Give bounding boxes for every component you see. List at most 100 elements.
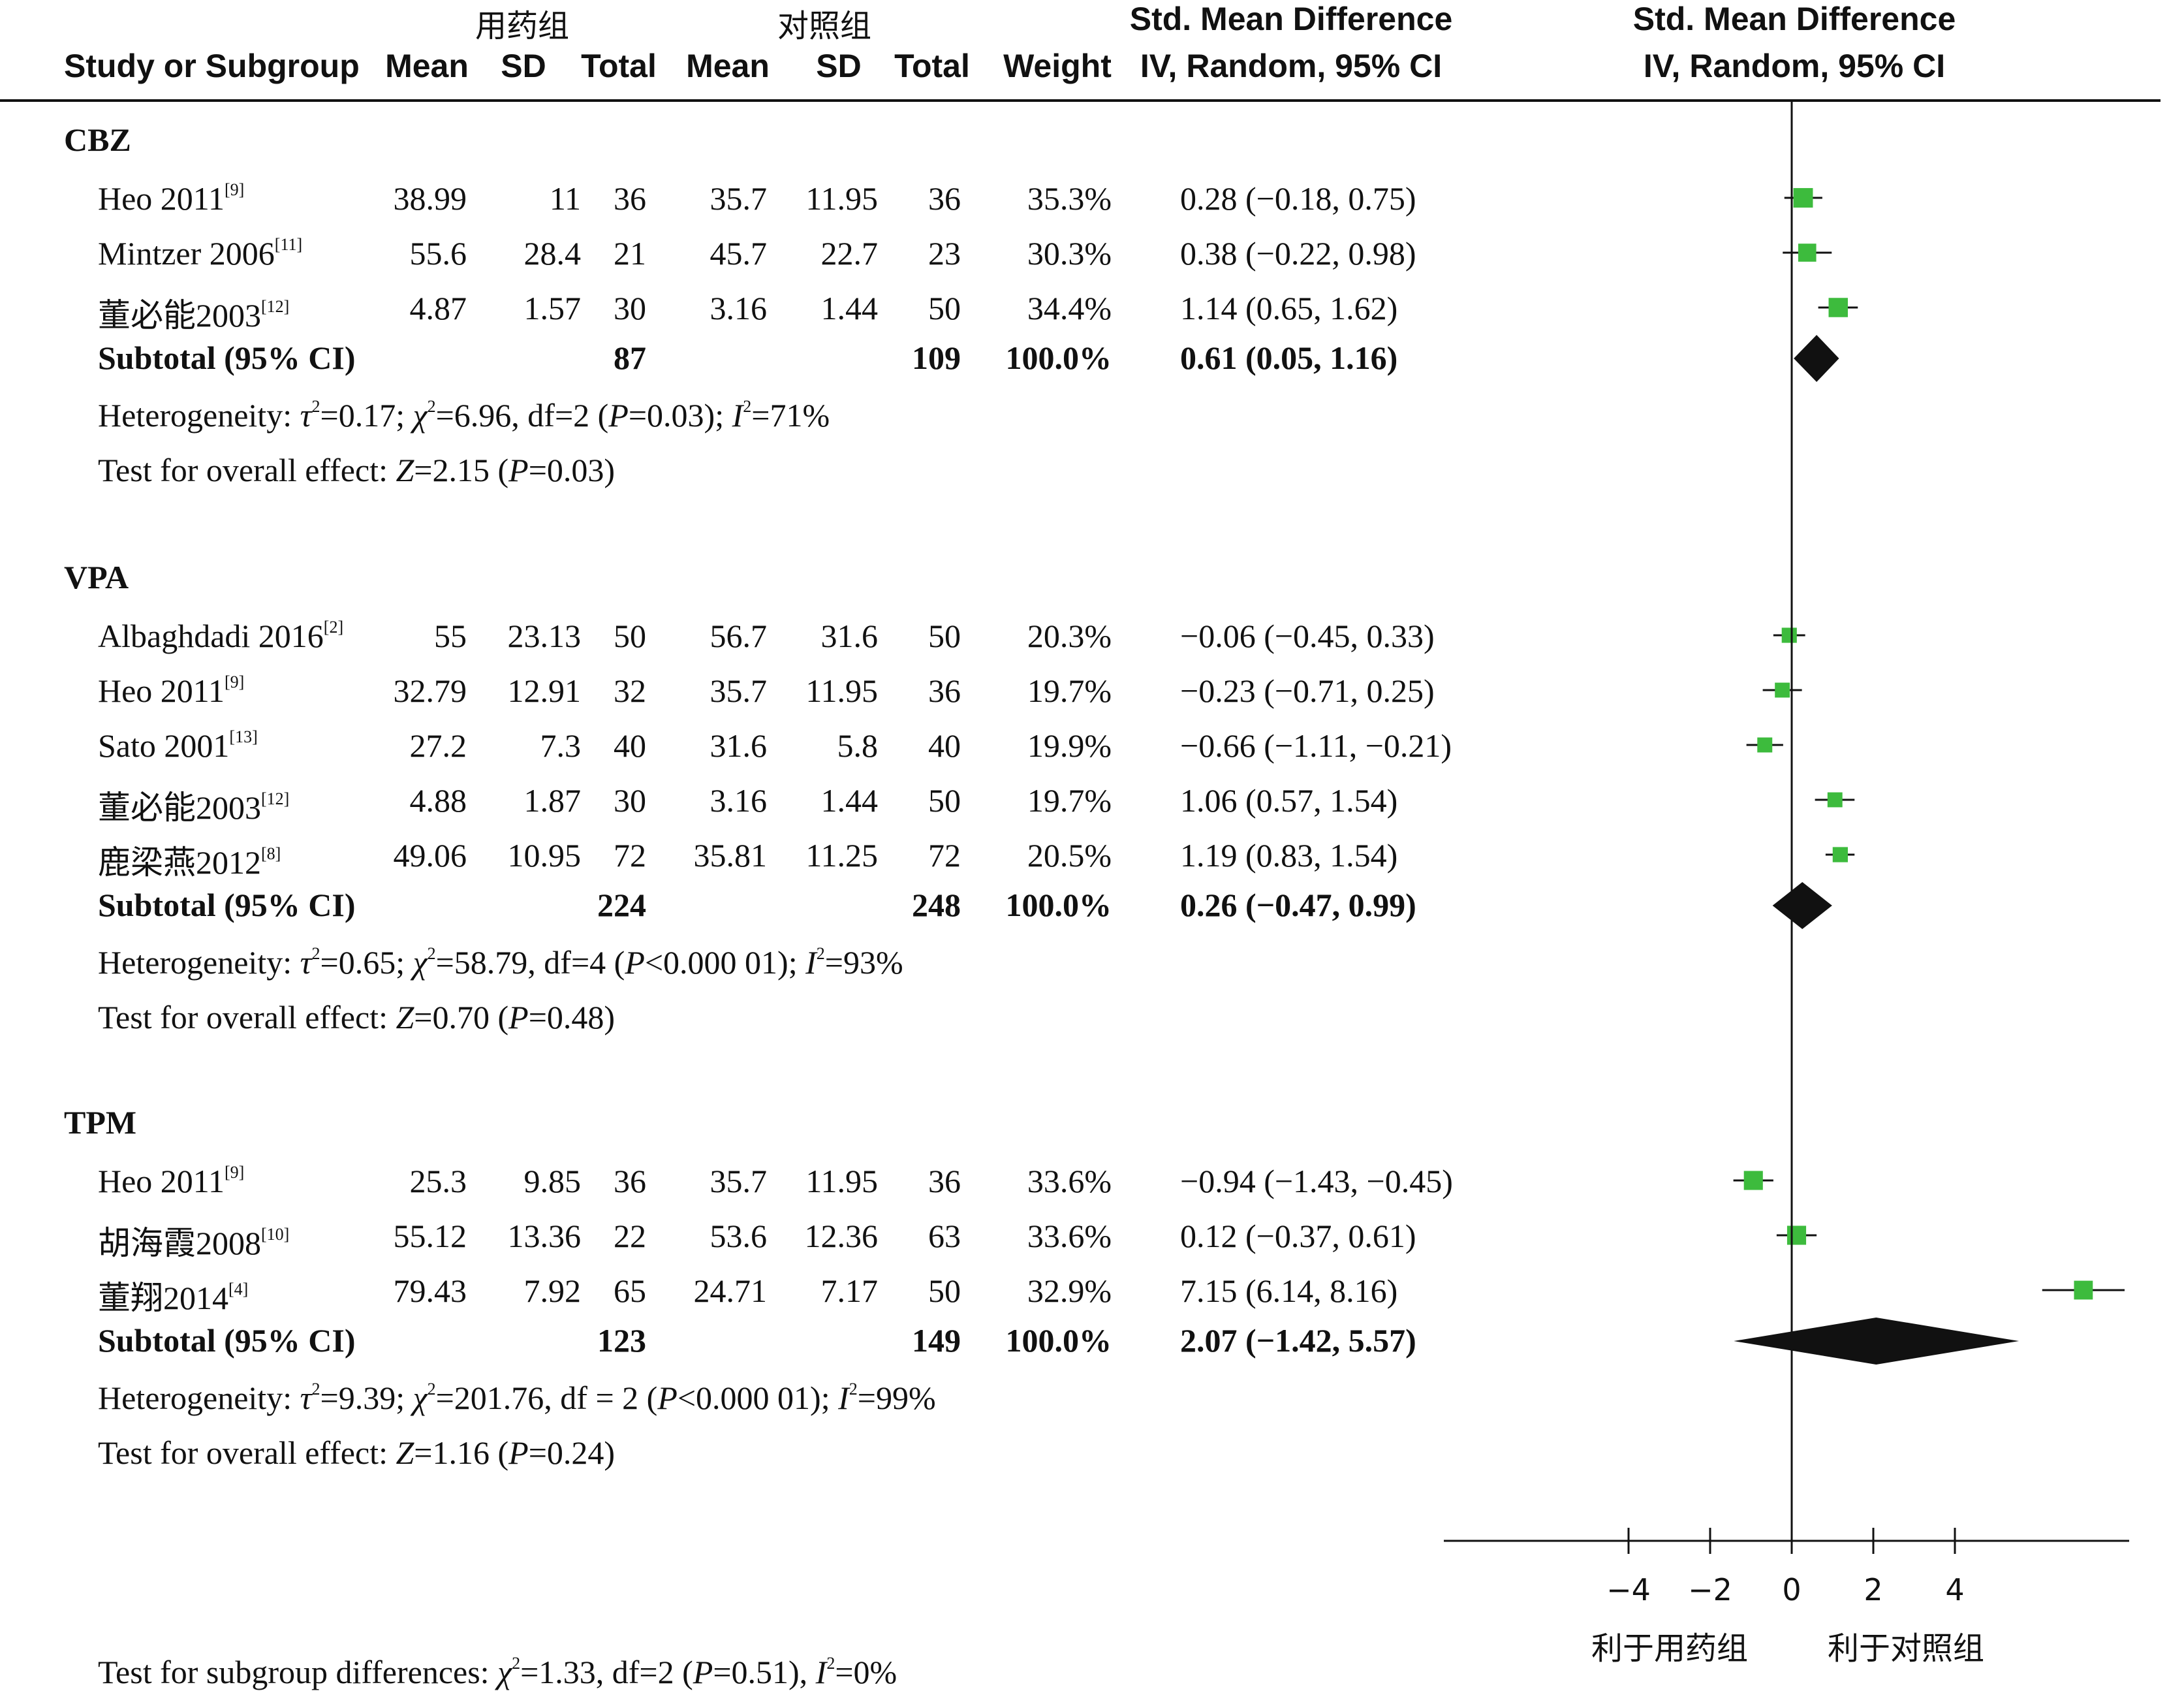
total1-header: Total [581,48,657,84]
i-value: =0% [835,1654,897,1690]
study-name: 董必能2003 [98,789,261,826]
cell-n1: 40 [614,727,646,764]
study-ref: [9] [224,180,245,199]
cell-ci: −0.06 (−0.45, 0.33) [1180,618,1435,654]
cell-sd1: 12.91 [507,672,582,709]
study-label: Heo 2011[9] [98,180,244,217]
heterogeneity-text: Heterogeneity: τ2=0.65; χ2=58.79, df=4 (… [98,943,903,981]
cell-sd1: 13.36 [507,1218,582,1254]
cell-sd1: 1.87 [523,782,582,819]
cell-m1: 49.06 [393,837,467,874]
study-marker [1793,188,1813,208]
sq: 2 [826,1654,835,1673]
cell-sd1: 7.3 [540,727,582,764]
cell-ci: 7.15 (6.14, 8.16) [1180,1272,1398,1309]
subgroup-title-2: TPM [64,1104,137,1141]
cell-ci: −0.23 (−0.71, 0.25) [1180,672,1435,709]
study-ref: [2] [323,618,344,637]
study-name: 董必能2003 [98,297,261,334]
het-prefix: Heterogeneity: [98,1380,300,1416]
cell-sd2: 11.25 [805,837,878,874]
study-label: Mintzer 2006[11] [98,234,302,272]
cell-sd2: 12.36 [804,1218,879,1254]
cell-weight: 34.4% [1027,290,1112,326]
study-label: Sato 2001[13] [98,727,258,765]
study-marker [1781,627,1797,643]
i-symbol: I [732,397,743,434]
smd-subtitle-left: IV, Random, 95% CI [1140,48,1443,84]
study-name: 胡海霞2008 [98,1225,261,1261]
cell-n2: 50 [928,1272,961,1309]
study-ref: [12] [261,297,290,316]
header-rule [0,99,2161,102]
subtotal-n2: 109 [912,340,961,376]
cell-n2: 72 [928,837,961,874]
chi-value: =1.33, df=2 ( [520,1654,693,1690]
cell-n1: 50 [614,618,646,654]
sq: 2 [427,1380,436,1399]
z-value: =2.15 ( [414,452,509,488]
z-symbol: Z [396,999,414,1035]
i-symbol: I [838,1380,849,1416]
sq: 2 [427,397,436,416]
heterogeneity-text: Heterogeneity: τ2=0.17; χ2=6.96, df=2 (P… [98,396,830,434]
cell-n1: 30 [614,290,646,326]
cell-m1: 32.79 [393,672,467,709]
group2-header: 对照组 [777,8,871,44]
cell-m2: 35.7 [710,672,768,709]
cell-m1: 55 [434,618,467,654]
cell-weight: 20.3% [1027,618,1112,654]
chi-symbol: χ [497,1654,512,1690]
subgroup-title-0: CBZ [64,121,131,158]
overall-prefix: Test for overall effect: [98,1434,396,1471]
sd2-header: SD [816,48,862,84]
i-value: =71% [751,397,830,434]
cell-n1: 36 [614,1163,646,1199]
cell-sd2: 11.95 [805,1163,878,1199]
subtotal-n1: 224 [597,887,646,923]
x-tick-label: 2 [1864,1572,1883,1607]
cell-sd1: 28.4 [523,235,582,272]
cell-n2: 23 [928,235,961,272]
cell-n2: 50 [928,290,961,326]
study-ref: [9] [224,1163,245,1182]
cell-sd2: 11.95 [805,180,878,217]
cell-sd2: 22.7 [820,235,879,272]
cell-n1: 30 [614,782,646,819]
subtotal-label: Subtotal (95% CI) [98,1322,356,1359]
cell-ci: 1.06 (0.57, 1.54) [1180,782,1398,819]
p-value: =0.24) [528,1434,616,1471]
cell-n1: 72 [614,837,646,874]
tau-symbol: τ [300,944,312,981]
z-symbol: Z [396,1434,414,1471]
study-label: 董必能2003[12] [98,782,289,829]
cell-m1: 79.43 [393,1272,467,1309]
cell-m2: 31.6 [710,727,768,764]
cell-sd1: 10.95 [507,837,582,874]
subtotal-n1: 87 [614,340,646,376]
subtotal-label: Subtotal (95% CI) [98,887,356,923]
study-label: 胡海霞2008[10] [98,1217,289,1264]
smd-subtitle-right: IV, Random, 95% CI [1643,48,1946,84]
study-marker [1775,682,1790,698]
study-ref: [9] [224,672,245,691]
sq: 2 [849,1380,858,1399]
cell-ci: −0.66 (−1.11, −0.21) [1180,727,1452,764]
subtotal-weight: 100.0% [1005,887,1112,923]
cell-m2: 24.71 [693,1272,768,1309]
total2-header: Total [894,48,970,84]
sq: 2 [311,397,320,416]
overall-effect-text: Test for overall effect: Z=1.16 (P=0.24) [98,1434,615,1472]
cell-sd1: 23.13 [507,618,582,654]
cell-n1: 21 [614,235,646,272]
x-tick-label: −4 [1606,1572,1651,1607]
cell-m2: 3.16 [710,290,768,326]
chi-value: =6.96, df=2 ( [435,397,609,434]
subtotal-ci: 0.61 (0.05, 1.16) [1180,340,1398,376]
study-name: 董翔2014 [98,1280,228,1316]
cell-m2: 45.7 [710,235,768,272]
cell-ci: 1.14 (0.65, 1.62) [1180,290,1398,326]
cell-n2: 50 [928,782,961,819]
x-tick-label: 0 [1782,1572,1802,1607]
sd1-header: SD [501,48,546,84]
